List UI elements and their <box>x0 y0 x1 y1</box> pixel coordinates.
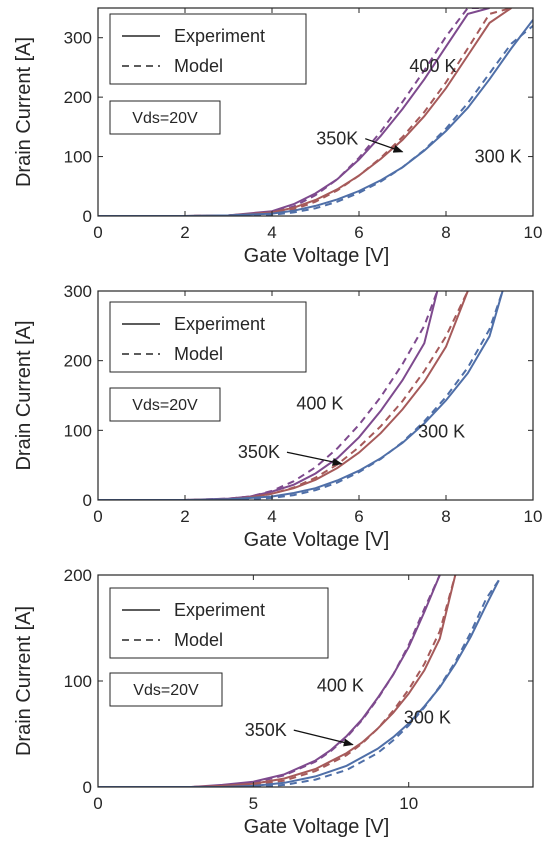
panel-3-legend-model-label: Model <box>174 630 223 650</box>
panel-3-y-axis-label: Drain Current [A] <box>13 606 35 756</box>
panel-1-y-tick-label: 300 <box>64 29 92 48</box>
panel-1-annotation-400k: 400 K <box>409 56 456 76</box>
panel-3-series-300k-model-line <box>98 579 500 787</box>
panel-3-annotation-400k: 400 K <box>317 676 364 696</box>
panel-1-legend-experiment-label: Experiment <box>174 26 265 46</box>
panel-2-x-tick-label: 8 <box>441 507 450 526</box>
panel-2-annotation-300k: 300 K <box>418 421 465 441</box>
panel-1-x-tick-label: 10 <box>524 223 543 242</box>
panel-3-x-axis-label: Gate Voltage [V] <box>244 816 390 838</box>
panel-2-legend-model-label: Model <box>174 344 223 364</box>
panel-2-x-tick-label: 6 <box>354 507 363 526</box>
panel-1-plot-frame <box>97 7 534 217</box>
panel-2-vds-label: Vds=20V <box>132 397 198 414</box>
panel-1-annotation-350k: 350K <box>316 129 358 149</box>
panel-3-legend-experiment-label: Experiment <box>174 600 265 620</box>
panel-2-annotation-350k: 350K <box>238 442 280 462</box>
panel-3-series-300k-experiment-line <box>98 579 500 787</box>
panel-1-series-300k-experiment-line <box>98 19 533 216</box>
panel-2-y-axis-label: Drain Current [A] <box>13 320 35 470</box>
panel-1-x-tick-label: 8 <box>441 223 450 242</box>
panel-3-annotation-300k: 300 K <box>404 707 451 727</box>
panel-3-y-tick-label: 0 <box>83 778 92 797</box>
panel-1-series-300k-model-line <box>98 25 533 216</box>
panel-3-annotation-350k: 350K <box>245 720 287 740</box>
panel-2-vds-box <box>109 387 221 422</box>
panel-2-x-tick-label: 2 <box>180 507 189 526</box>
panel-3-x-tick-label: 10 <box>399 794 418 813</box>
panel-1-vds-label: Vds=20V <box>132 110 198 127</box>
panel-3-y-tick-label: 100 <box>64 672 92 691</box>
panel-2-y-tick-label: 0 <box>83 491 92 510</box>
panel-1-legend-box <box>109 13 307 85</box>
panel-1-x-tick-label: 6 <box>354 223 363 242</box>
panel-2-series-300k-model-line <box>98 291 504 500</box>
panel-1-y-tick-label: 200 <box>64 88 92 107</box>
panel-1-x-tick-label: 4 <box>267 223 276 242</box>
panel-1-y-axis-label: Drain Current [A] <box>13 37 35 187</box>
panel-2-annotation-arrow <box>286 451 343 466</box>
panel-2-legend-box <box>109 301 307 373</box>
panel-1-legend-model-label: Model <box>174 56 223 76</box>
panel-2-x-tick-label: 4 <box>267 507 276 526</box>
panel-1-annotation-arrow <box>365 138 404 153</box>
panel-2-y-tick-label: 200 <box>64 352 92 371</box>
panel-1-x-tick-label: 2 <box>180 223 189 242</box>
panel-1-x-axis-label: Gate Voltage [V] <box>244 245 390 267</box>
panel-3-legend-box <box>109 587 329 659</box>
panel-1-y-tick-label: 100 <box>64 148 92 167</box>
panel-2-y-tick-label: 100 <box>64 421 92 440</box>
panel-3-series-350k-experiment-line <box>98 575 457 787</box>
panel-3-y-tick-label: 200 <box>64 566 92 585</box>
panel-2-series-400k-model-line <box>98 291 439 500</box>
panel-3-x-tick-label: 5 <box>249 794 258 813</box>
panel-1-vds-box <box>109 100 221 135</box>
panel-2-legend-experiment-label: Experiment <box>174 314 265 334</box>
panel-2-y-tick-label: 300 <box>64 282 92 301</box>
panel-2-x-tick-label: 10 <box>524 507 543 526</box>
panel-2-x-axis-label: Gate Voltage [V] <box>244 529 390 551</box>
panel-2-x-tick-label: 0 <box>93 507 102 526</box>
panel-3-annotation-arrow <box>293 729 354 747</box>
panel-1-y-tick-label: 0 <box>83 207 92 226</box>
panel-1-annotation-300k: 300 K <box>475 147 522 167</box>
panel-3-vds-label: Vds=20V <box>133 682 199 699</box>
panel-1-x-tick-label: 0 <box>93 223 102 242</box>
panel-3-vds-box <box>109 672 223 707</box>
panel-3-x-tick-label: 0 <box>93 794 102 813</box>
panel-2-annotation-400k: 400 K <box>296 393 343 413</box>
panel-2-plot-frame <box>97 290 534 501</box>
